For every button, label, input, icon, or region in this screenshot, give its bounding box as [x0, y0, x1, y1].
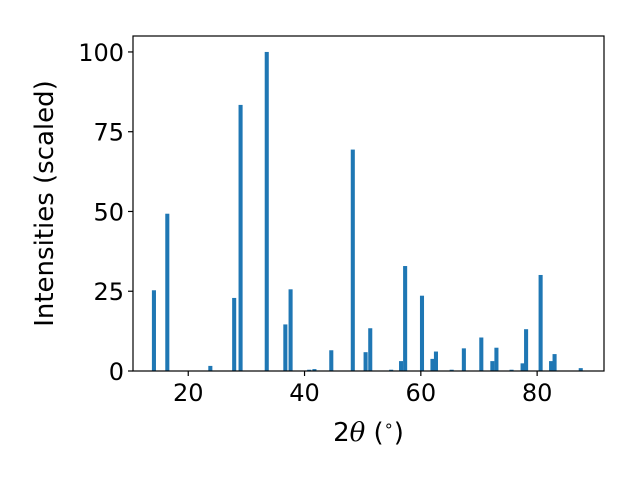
bar-13 [368, 328, 373, 371]
bar-26 [520, 363, 525, 371]
x-tick-label: 80 [522, 379, 553, 407]
bar-21 [461, 348, 466, 371]
bar-31 [578, 368, 583, 371]
bar-24 [494, 347, 499, 371]
bar-22 [479, 337, 484, 371]
bar-12 [363, 352, 368, 371]
bar-0 [151, 290, 156, 371]
bar-7 [288, 289, 293, 371]
x-axis-label-close: ) [394, 418, 404, 448]
bar-29 [549, 361, 554, 371]
bar-3 [232, 297, 237, 371]
bar-1 [165, 213, 170, 371]
x-axis-label-open: ( [365, 418, 383, 448]
bar-23 [490, 361, 495, 371]
bar-14 [389, 369, 394, 371]
x-axis-label-degree: ∘ [384, 416, 394, 435]
bar-16 [403, 266, 408, 371]
bar-11 [350, 149, 355, 371]
bar-19 [433, 351, 438, 371]
bar-18 [430, 358, 435, 371]
x-axis-label: 2θ (∘) [333, 416, 404, 448]
y-tick-label: 100 [78, 39, 124, 67]
bar-4 [238, 104, 243, 371]
bar-10 [329, 350, 334, 371]
bar-8 [307, 369, 312, 371]
bar-25 [509, 369, 514, 371]
bar-28 [538, 274, 543, 371]
bar-20 [449, 369, 454, 371]
x-axis-label-prefix: 2 [333, 418, 350, 448]
bar-5 [264, 51, 269, 371]
bars-group [151, 51, 583, 371]
x-axis-ticks: 20 40 60 80 [173, 371, 552, 407]
bar-9 [312, 369, 317, 371]
y-axis-label: Intensities (scaled) [30, 80, 60, 327]
y-tick-label: 75 [93, 119, 124, 147]
x-tick-label: 60 [406, 379, 437, 407]
y-tick-label: 0 [109, 358, 124, 386]
bar-30 [552, 354, 557, 371]
bar-27 [524, 329, 529, 371]
bar-2 [208, 365, 213, 371]
bar-15 [399, 361, 404, 371]
x-tick-label: 40 [289, 379, 320, 407]
plot-frame [132, 35, 605, 372]
y-tick-label: 25 [93, 278, 124, 306]
y-axis-ticks: 0 25 50 75 100 [78, 39, 133, 386]
x-tick-label: 20 [173, 379, 204, 407]
bar-17 [419, 295, 425, 371]
x-axis-label-symbol: θ [350, 418, 366, 448]
bar-6 [283, 324, 288, 371]
y-tick-label: 50 [93, 198, 124, 226]
